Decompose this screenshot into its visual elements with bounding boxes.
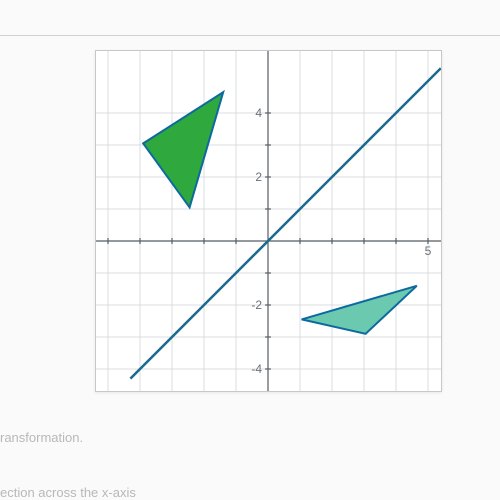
chart-canvas: 2 -2 4 -4 5 <box>96 51 441 391</box>
svg-text:4: 4 <box>255 106 262 120</box>
page-background: 2 -2 4 -4 5 ransformation. ection across the… <box>0 0 500 500</box>
coordinate-chart: 2 -2 4 -4 5 <box>95 50 442 392</box>
svg-text:-2: -2 <box>251 298 262 312</box>
svg-text:-4: -4 <box>251 362 262 376</box>
svg-text:5: 5 <box>425 244 432 258</box>
footer-fragment-1: ransformation. <box>0 430 83 445</box>
footer-fragment-2: ection across the x-axis <box>0 485 136 500</box>
svg-text:2: 2 <box>255 170 262 184</box>
top-separator <box>0 35 500 36</box>
